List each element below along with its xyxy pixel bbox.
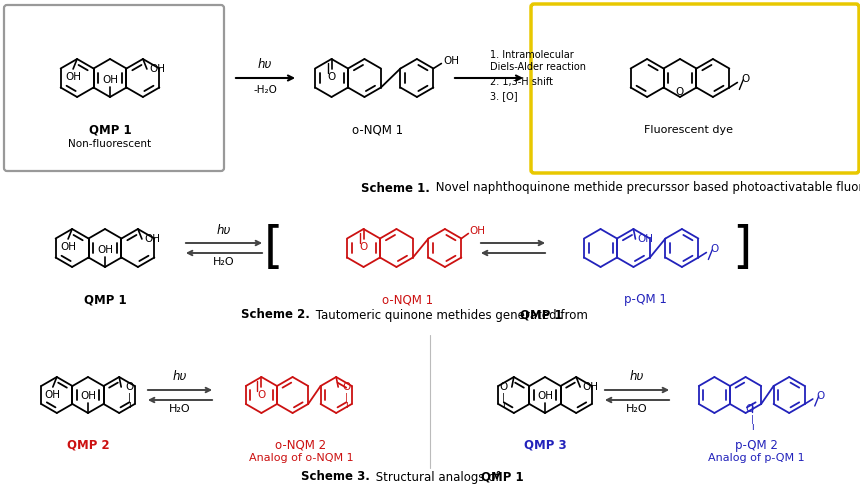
Text: ı: ı: [345, 400, 347, 410]
Text: Diels-Alder reaction: Diels-Alder reaction: [490, 62, 586, 72]
Text: |: |: [128, 392, 131, 401]
Text: Fluorescent dye: Fluorescent dye: [643, 125, 733, 135]
Text: ]: ]: [733, 224, 752, 272]
Text: OH: OH: [637, 234, 654, 244]
Text: p-QM 1: p-QM 1: [624, 294, 666, 307]
Text: O: O: [500, 382, 508, 392]
Text: ı: ı: [128, 400, 131, 410]
Text: O: O: [328, 72, 335, 82]
Text: hυ: hυ: [630, 371, 644, 383]
Text: OH: OH: [582, 382, 599, 392]
Text: hυ: hυ: [173, 371, 187, 383]
Text: OH: OH: [80, 391, 96, 401]
Text: o-NQM 2: o-NQM 2: [275, 438, 327, 451]
Text: O: O: [125, 382, 133, 392]
Text: Scheme 1.: Scheme 1.: [361, 182, 430, 194]
Text: Scheme 2.: Scheme 2.: [241, 309, 310, 321]
Text: OH: OH: [102, 75, 118, 85]
Text: QMP 3: QMP 3: [524, 438, 567, 451]
Text: OH: OH: [149, 64, 165, 74]
Text: -H₂O: -H₂O: [253, 85, 277, 95]
Text: OH: OH: [144, 234, 160, 244]
Text: O: O: [676, 87, 684, 97]
Text: 3. [O]: 3. [O]: [490, 91, 518, 101]
Text: OH: OH: [97, 245, 113, 255]
Text: H₂O: H₂O: [169, 404, 191, 414]
Text: OH: OH: [65, 72, 81, 82]
Text: Non-fluorescent: Non-fluorescent: [69, 139, 151, 149]
Text: Analog of o-NQM 1: Analog of o-NQM 1: [249, 453, 353, 463]
Text: 1. Intramolecular: 1. Intramolecular: [490, 50, 574, 60]
Text: OH: OH: [470, 226, 485, 236]
Text: Analog of p-QM 1: Analog of p-QM 1: [708, 453, 804, 463]
Text: |: |: [502, 392, 506, 401]
Text: QMP 1: QMP 1: [519, 309, 562, 321]
Text: H₂O: H₂O: [213, 257, 235, 267]
Text: hυ: hυ: [217, 224, 231, 237]
Text: O: O: [817, 391, 825, 401]
Text: p-QM 2: p-QM 2: [734, 438, 777, 451]
Text: QMP 1: QMP 1: [83, 294, 126, 307]
Text: OH: OH: [60, 242, 76, 252]
Text: o-NQM 1: o-NQM 1: [383, 294, 433, 307]
Text: [: [: [264, 224, 284, 272]
Text: Scheme 3.: Scheme 3.: [301, 471, 370, 484]
Text: OH: OH: [444, 56, 459, 65]
Text: Novel naphthoquinone methide precurssor based photoactivatable fluorophore desig: Novel naphthoquinone methide precurssor …: [432, 182, 860, 194]
Text: Structural analogs of: Structural analogs of: [372, 471, 503, 484]
Text: |: |: [345, 392, 347, 401]
Text: O: O: [342, 382, 350, 392]
Text: H₂O: H₂O: [626, 404, 648, 414]
Text: o-NQM 1: o-NQM 1: [353, 124, 403, 136]
Text: QMP 1: QMP 1: [89, 124, 132, 136]
Text: ı: ı: [751, 422, 753, 432]
Text: O: O: [741, 74, 749, 84]
Text: O: O: [710, 245, 718, 254]
Text: O: O: [359, 242, 368, 252]
Text: 2. 1,3-H shift: 2. 1,3-H shift: [490, 77, 553, 87]
Text: OH: OH: [537, 391, 553, 401]
Text: OH: OH: [45, 390, 61, 400]
Text: O: O: [257, 390, 266, 400]
Text: QMP 2: QMP 2: [67, 438, 109, 451]
Text: Tautomeric quinone methides generated from: Tautomeric quinone methides generated fr…: [312, 309, 592, 321]
Text: O: O: [746, 404, 754, 414]
Text: hυ: hυ: [258, 58, 272, 70]
Text: ı: ı: [502, 400, 505, 410]
Text: |: |: [751, 415, 753, 424]
Text: QMP 1: QMP 1: [481, 471, 523, 484]
